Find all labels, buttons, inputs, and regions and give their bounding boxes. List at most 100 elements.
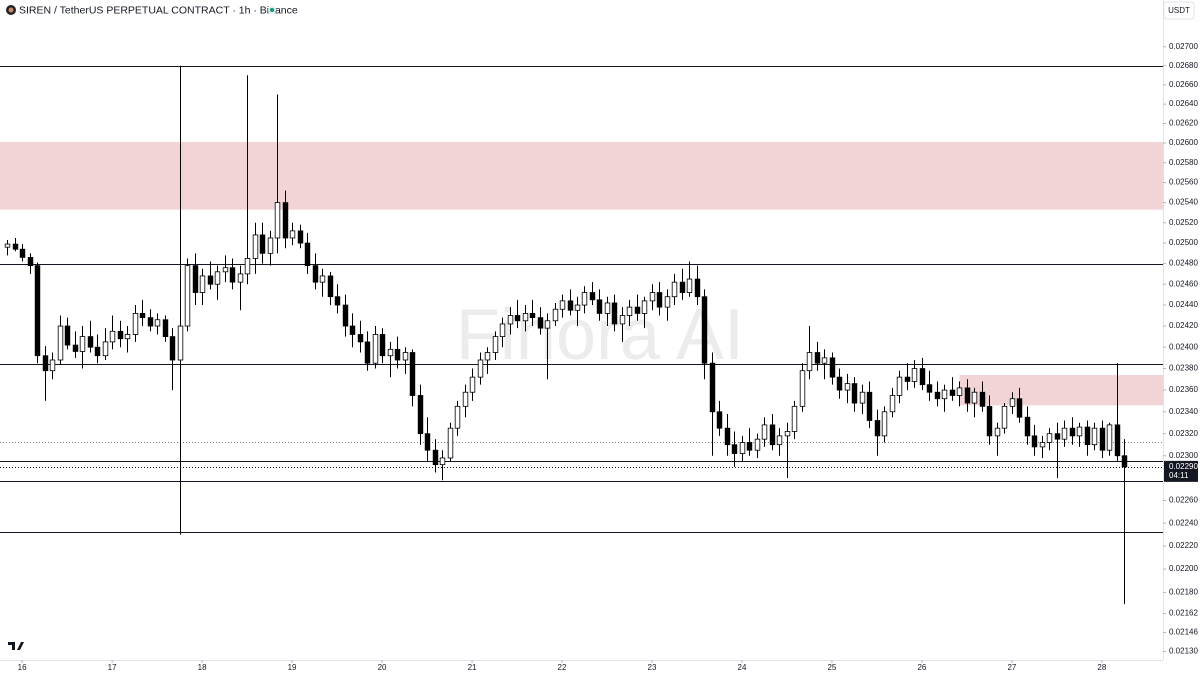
candle-body [851, 383, 858, 404]
candle-body [581, 292, 588, 306]
y-tick-label: 0.02220 [1169, 541, 1198, 550]
candle-body [462, 391, 469, 407]
candle-body [364, 341, 371, 364]
x-tick-label: 24 [738, 663, 747, 672]
x-tick-label: 22 [558, 663, 567, 672]
candle-body [477, 359, 484, 378]
candle-body [492, 336, 499, 353]
axes: 0.02700 0.02680 0.02660 0.02640 0.02620 0.026… [18, 42, 1199, 672]
x-tick-label: 21 [468, 663, 477, 672]
candle-body [1091, 427, 1098, 446]
y-tick-label: 0.02300 [1169, 451, 1198, 460]
currency-button[interactable] [1163, 1, 1195, 20]
candle-body [244, 258, 251, 275]
y-tick-label: 0.02260 [1169, 496, 1198, 505]
candle-body [739, 442, 746, 454]
y-tick-label: 0.02200 [1169, 564, 1198, 573]
candle-body [537, 317, 544, 329]
candle-body [514, 315, 521, 322]
candle-body [1114, 424, 1121, 457]
candle-body [776, 435, 783, 446]
candle-body [327, 275, 334, 298]
candle-body [701, 296, 708, 364]
candle-body [649, 292, 656, 302]
candle-body [559, 300, 566, 310]
y-tick-label: 0.02660 [1169, 80, 1198, 89]
candle-body [604, 302, 611, 314]
candle-body [34, 265, 41, 357]
y-tick-label: 0.02600 [1169, 138, 1198, 147]
candle-body [447, 427, 454, 459]
zone [959, 374, 1163, 406]
candle-body [1084, 426, 1091, 446]
candle-body [12, 243, 19, 250]
candle-body [716, 411, 723, 429]
y-tick-label: 0.02480 [1169, 259, 1198, 268]
y-tick-label: 0.02460 [1169, 279, 1198, 288]
candle-body [79, 336, 86, 352]
candle-body [986, 405, 993, 437]
candle-body [791, 405, 798, 432]
candle-body [274, 202, 281, 239]
candle-body [611, 302, 618, 325]
candle-body [432, 449, 439, 466]
y-tick-label: 0.02162 [1169, 609, 1198, 618]
candle-body [132, 313, 139, 335]
candle-body [297, 230, 304, 244]
candle-body [139, 313, 146, 319]
candle-body [49, 359, 56, 372]
candle-body [72, 344, 79, 352]
candle-body [634, 306, 641, 314]
x-tick-label: 17 [108, 663, 117, 672]
candle-body [874, 420, 881, 437]
candle-body [709, 362, 716, 413]
candle-body [379, 334, 386, 357]
candle-body [829, 357, 836, 378]
candle-body [342, 304, 349, 327]
candle-body [844, 383, 851, 391]
candle-body [484, 352, 491, 361]
y-tick-label: 0.02540 [1169, 198, 1198, 207]
x-tick-label: 26 [917, 663, 926, 672]
y-tick-label: 0.02440 [1169, 300, 1198, 309]
candle-body [109, 330, 116, 343]
y-tick-label: 0.02130 [1169, 647, 1198, 656]
candle-body [529, 313, 536, 319]
candle-body [319, 275, 326, 283]
candle-body [859, 391, 866, 404]
countdown: 04:11 [1169, 471, 1189, 480]
candle-body [724, 427, 731, 446]
candle-body [889, 395, 896, 413]
candle-body [799, 370, 806, 407]
candle-body [214, 271, 221, 285]
candle-body [192, 265, 199, 293]
candle-body [154, 319, 161, 327]
candle-body [57, 325, 64, 361]
candle-body [761, 424, 768, 440]
y-tick-label: 0.02146 [1169, 628, 1198, 637]
candle-body [394, 348, 401, 361]
candle-body [754, 438, 761, 451]
candle-body [499, 323, 506, 338]
candle-body [836, 376, 843, 391]
candle-body [552, 308, 559, 322]
candle-body [169, 336, 176, 361]
x-tick-label: 19 [288, 663, 297, 672]
x-tick-label: 27 [1007, 663, 1016, 672]
candle-body [1076, 426, 1083, 437]
candle-body [349, 325, 356, 335]
candle-body [574, 304, 581, 311]
x-tick-label: 16 [18, 663, 27, 672]
y-tick-label: 0.02360 [1169, 385, 1198, 394]
candle-body [641, 300, 648, 314]
candle-body [746, 442, 753, 451]
candle-body [417, 395, 424, 435]
y-tick-label: 0.02580 [1169, 158, 1198, 167]
candle-body [402, 352, 409, 361]
y-tick-label: 0.02520 [1169, 218, 1198, 227]
candle-body [664, 296, 671, 308]
candle-body [949, 389, 956, 396]
candle-body [656, 292, 663, 308]
